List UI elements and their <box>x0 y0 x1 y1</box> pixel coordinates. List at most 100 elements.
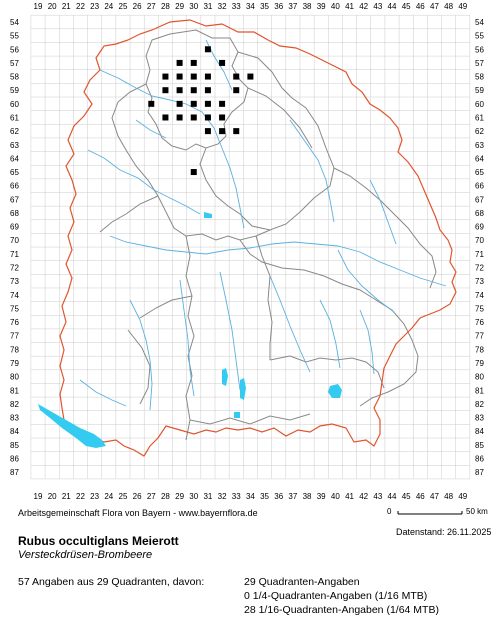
grid-label-y: 55 <box>475 32 484 41</box>
grid-label-y: 83 <box>10 414 19 423</box>
grid-label-y: 75 <box>10 304 19 313</box>
lakes <box>38 212 342 448</box>
grid-label-y: 76 <box>475 318 484 327</box>
grid-label-x: 40 <box>331 2 340 11</box>
grid-label-x: 25 <box>119 492 128 501</box>
grid-label-x: 19 <box>34 492 43 501</box>
grid-label-y: 59 <box>10 86 19 95</box>
district-boundaries <box>99 29 437 441</box>
grid-label-x: 24 <box>104 492 113 501</box>
grid-label-y: 56 <box>475 45 484 54</box>
grid-label-y: 68 <box>10 209 19 218</box>
grid-label-y: 65 <box>475 168 484 177</box>
grid-label-x: 36 <box>274 492 283 501</box>
grid-label-x: 45 <box>402 492 411 501</box>
grid-label-x: 45 <box>402 2 411 11</box>
grid-label-y: 86 <box>10 454 19 463</box>
grid-label-y: 69 <box>10 223 19 232</box>
grid-label-x: 38 <box>303 2 312 11</box>
grid-label-x: 40 <box>331 492 340 501</box>
lake-walchensee <box>234 412 240 418</box>
grid-label-y: 64 <box>10 154 19 163</box>
grid-label-y: 85 <box>475 441 484 450</box>
grid-label-x: 35 <box>260 2 269 11</box>
lake-starnberger-see <box>240 378 246 400</box>
occurrence-marker <box>176 59 183 66</box>
grid-label-x: 32 <box>218 2 227 11</box>
occurrence-marker <box>204 46 211 53</box>
grid-label-x: 20 <box>48 492 57 501</box>
grid-label-x: 49 <box>458 2 467 11</box>
grid-label-y: 80 <box>475 373 484 382</box>
grid-label-y: 78 <box>10 345 19 354</box>
occurrence-marker <box>190 169 197 176</box>
grid-label-x: 23 <box>90 492 99 501</box>
grid-label-x: 42 <box>359 2 368 11</box>
occurrence-marker <box>247 73 254 80</box>
grid-label-y: 86 <box>475 454 484 463</box>
credit-text: Arbeitsgemeinschaft Flora von Bayern - w… <box>18 508 258 518</box>
occurrence-marker <box>162 87 169 94</box>
grid-label-y: 84 <box>475 427 484 436</box>
grid-label-y: 62 <box>10 127 19 136</box>
record-summary: 57 Angaben aus 29 Quadranten, davon: <box>18 576 205 588</box>
grid-label-x: 24 <box>104 2 113 11</box>
grid-label-y: 65 <box>10 168 19 177</box>
grid-label-y: 70 <box>10 236 19 245</box>
grid-label-x: 27 <box>147 2 156 11</box>
grid-label-y: 56 <box>10 45 19 54</box>
grid-label-x: 47 <box>430 492 439 501</box>
grid-label-y: 76 <box>10 318 19 327</box>
occurrence-marker <box>190 59 197 66</box>
occurrence-marker <box>176 87 183 94</box>
grid-label-y: 59 <box>475 86 484 95</box>
grid-label-y: 77 <box>10 332 19 341</box>
scale-start-label: 0 <box>387 507 392 516</box>
scale-end-label: 50 km <box>466 507 488 516</box>
grid-label-x: 33 <box>232 2 241 11</box>
grid-labels: 19 19 20 20 21 21 22 22 23 23 24 24 25 25 26 26 27 27 28 28… <box>10 2 484 501</box>
stat-quarter-quadrant: 0 1/4-Quadranten-Angaben (1/16 MTB) <box>244 590 428 602</box>
grid-label-y: 79 <box>475 359 484 368</box>
grid-lines <box>30 14 471 480</box>
grid-label-x: 41 <box>345 492 354 501</box>
grid-label-x: 19 <box>34 2 43 11</box>
grid-label-y: 83 <box>475 414 484 423</box>
grid-label-x: 41 <box>345 2 354 11</box>
lake-ammersee <box>222 368 228 386</box>
occurrence-marker <box>176 100 183 107</box>
grid-label-x: 35 <box>260 492 269 501</box>
grid-label-x: 30 <box>189 492 198 501</box>
occurrence-marker <box>190 73 197 80</box>
grid-label-y: 82 <box>10 400 19 409</box>
grid-label-y: 80 <box>10 373 19 382</box>
grid-label-y: 63 <box>10 141 19 150</box>
grid-label-x: 39 <box>317 2 326 11</box>
occurrence-marker <box>190 100 197 107</box>
grid-label-x: 22 <box>76 2 85 11</box>
grid-label-y: 60 <box>475 100 484 109</box>
occurrence-marker <box>219 59 226 66</box>
occurrence-marker <box>162 73 169 80</box>
grid-label-y: 77 <box>475 332 484 341</box>
grid-label-y: 54 <box>475 18 484 27</box>
grid-label-y: 87 <box>475 468 484 477</box>
grid-label-x: 46 <box>416 492 425 501</box>
occurrence-marker <box>204 114 211 121</box>
grid-label-y: 61 <box>10 113 19 122</box>
grid-label-y: 84 <box>10 427 19 436</box>
grid-label-y: 57 <box>10 59 19 68</box>
grid-label-x: 43 <box>373 2 382 11</box>
grid-label-x: 39 <box>317 492 326 501</box>
grid-label-y: 79 <box>10 359 19 368</box>
grid-label-y: 58 <box>10 73 19 82</box>
grid-label-x: 37 <box>288 2 297 11</box>
grid-label-x: 48 <box>444 2 453 11</box>
occurrence-marker <box>204 100 211 107</box>
grid-label-x: 26 <box>133 2 142 11</box>
grid-label-x: 43 <box>373 492 382 501</box>
grid-label-x: 22 <box>76 492 85 501</box>
grid-label-x: 26 <box>133 492 142 501</box>
occurrence-marker <box>190 114 197 121</box>
